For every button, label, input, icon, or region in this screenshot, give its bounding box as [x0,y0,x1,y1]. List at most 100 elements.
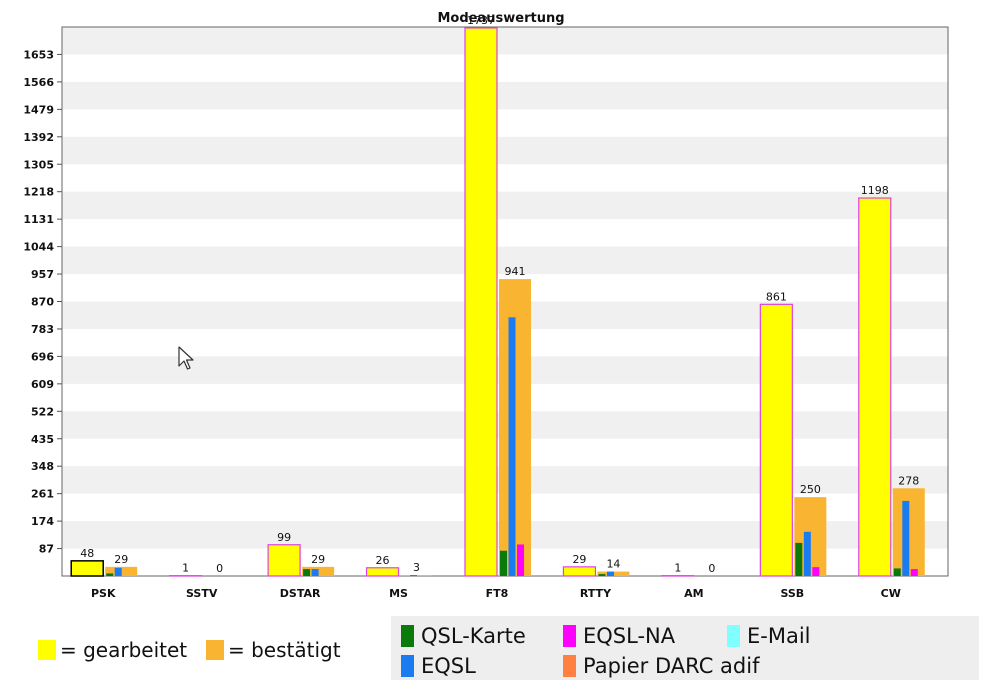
bar-gearbeitet-psk [70,560,104,577]
legend-label: = gearbeitet [60,638,188,662]
grid-band [62,191,948,220]
legend-item: EQSL-NA [563,624,675,648]
x-tick-label: CW [881,587,901,600]
data-label-gearbeitet: 1737 [467,14,495,27]
legend-swatch [401,655,414,677]
y-tick-label: 1392 [23,131,54,144]
data-label-bestaetigt: 3 [413,561,420,574]
legend-label: QSL-Karte [421,624,526,648]
y-tick-label: 1653 [23,48,54,61]
y-tick-label: 87 [39,543,54,556]
legend-swatch [38,640,56,660]
data-label-bestaetigt: 29 [311,553,325,566]
data-label-bestaetigt: 250 [800,483,821,496]
data-label-bestaetigt: 29 [114,553,128,566]
bar-eqsl-na-ssb [812,567,820,576]
data-label-gearbeitet: 29 [572,553,586,566]
x-tick-label: RTTY [580,587,612,600]
data-label-gearbeitet: 1198 [861,184,889,197]
bar-gearbeitet-ssb [759,303,793,577]
y-tick-label: 783 [31,323,54,336]
bar-eqsl-cw [902,500,910,576]
bar-eqsl-na-ft8 [517,544,524,576]
y-tick-label: 174 [31,515,54,528]
x-tick-label: DSTAR [280,587,321,600]
data-label-gearbeitet: 26 [376,554,390,567]
legend-right: QSL-Karte EQSL-NA E-Mail EQSL Papier DARC ad… [391,616,979,680]
y-tick-label: 957 [31,268,54,281]
x-tick-label: SSB [780,587,804,600]
data-label-bestaetigt: 14 [606,558,620,571]
data-label-gearbeitet: 1 [182,562,189,575]
bar-eqsl-na-cw [910,569,918,576]
legend-item: E-Mail [727,624,811,648]
bar-qsl-karte-cw [893,568,901,576]
x-tick-label: SSTV [186,587,218,600]
y-tick-label: 1131 [23,213,54,226]
y-tick-label: 696 [31,350,54,363]
y-tick-label: 1218 [23,186,54,199]
legend-item: QSL-Karte [401,624,526,648]
grid-band [62,246,948,275]
x-tick-label: FT8 [486,587,509,600]
bar-gearbeitet-dstar [267,544,301,577]
data-label-bestaetigt: 0 [708,562,715,575]
legend-label: E-Mail [747,624,811,648]
bar-qsl-karte-rtty [598,574,606,576]
bar-eqsl-psk [114,567,122,576]
data-label-bestaetigt: 0 [216,562,223,575]
bar-qsl-karte-psk [106,573,114,576]
legend-label: EQSL-NA [583,624,676,648]
chart-title: Modeauswertung [437,11,564,26]
y-tick-label: 435 [31,433,54,446]
legend-swatch [727,625,740,647]
y-tick-label: 870 [31,296,54,309]
grid-band [62,136,948,165]
legend-label: = bestätigt [228,638,341,662]
data-label-gearbeitet: 99 [277,531,291,544]
data-label-bestaetigt: 278 [898,474,919,487]
mouse-cursor-icon [178,346,194,370]
y-axis: 87 174 261 348 435 522 609 696 783 870 957 1044 1131… [23,48,62,556]
data-label-gearbeitet: 48 [80,547,94,560]
bar-gearbeitet-ms [365,567,400,577]
bar-gearbeitet-cw [858,197,892,577]
bar-eqsl-ms [410,575,418,576]
legend-swatch [563,625,576,647]
bar-eqsl-rtty [606,571,614,576]
data-label-bestaetigt: 941 [505,265,526,278]
legend-swatch [401,625,414,647]
y-tick-label: 1044 [23,241,54,254]
y-tick-label: 1479 [23,103,54,116]
y-tick-label: 348 [31,460,54,473]
y-tick-label: 1566 [23,76,54,89]
y-tick-label: 1305 [23,158,54,171]
bar-qsl-karte-dstar [303,569,311,576]
bar-eqsl-ssb [803,531,811,576]
y-tick-label: 261 [31,488,54,501]
bar-gearbeitet-rtty [562,566,597,577]
x-tick-label: MS [389,587,408,600]
legend-label: Papier DARC adif [583,654,760,678]
x-axis: PSK SSTV DSTAR MS FT8 RTTY AM SSB CW [91,587,901,600]
legend-swatch [563,655,576,677]
x-tick-label: PSK [91,587,116,600]
legend-item: EQSL [401,654,476,678]
grid-band [62,27,948,55]
bar-qsl-karte-ssb [795,542,803,576]
legend-item: Papier DARC adif [563,654,759,678]
y-tick-label: 522 [31,405,54,418]
bar-eqsl-dstar [311,569,319,576]
bar-gearbeitet-ft8 [464,27,498,577]
y-tick-label: 609 [31,378,54,391]
x-tick-label: AM [684,587,703,600]
legend-label: EQSL [421,654,476,678]
grid-band [62,81,948,110]
legend-swatch [206,640,224,660]
legend-item: = bestätigt [206,638,341,662]
data-label-gearbeitet: 1 [674,562,681,575]
bar-qsl-karte-ft8 [500,550,507,576]
data-label-gearbeitet: 861 [766,290,787,303]
